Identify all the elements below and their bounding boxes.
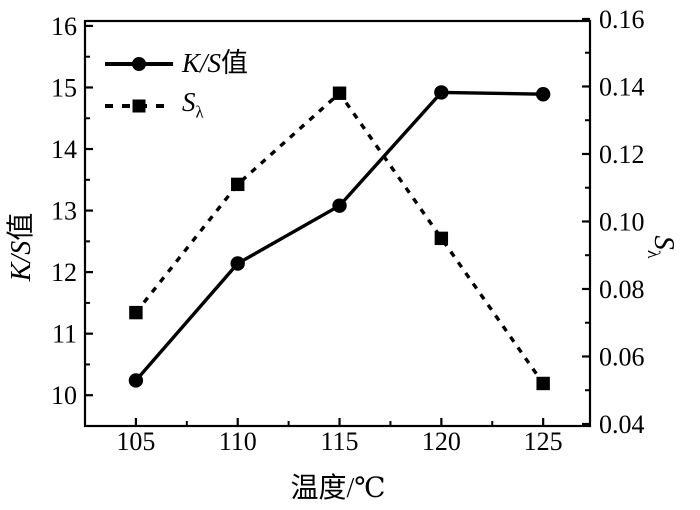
data-point-circle — [128, 373, 144, 388]
data-point-circle — [332, 198, 347, 213]
left-tick-label: 10 — [51, 381, 77, 410]
legend-label-ks-cjk: 值 — [221, 48, 249, 78]
plot-frame — [83, 19, 592, 428]
left-tick-label: 11 — [52, 320, 77, 349]
data-point-square — [536, 376, 550, 391]
data-point-circle — [434, 85, 449, 100]
x-tick-label: 110 — [219, 427, 257, 456]
left-axis-title: K/S值 — [4, 136, 40, 358]
legend-solid-line-circle-icon — [105, 56, 173, 71]
right-tick-label: 0.12 — [599, 140, 645, 169]
data-point-square — [129, 305, 143, 320]
legend-label-ks-italic: K/S — [182, 48, 222, 78]
x-tick-label: 120 — [422, 427, 461, 456]
right-axis-title-sub: λ — [644, 249, 665, 259]
left-tick-label: 16 — [51, 12, 77, 41]
legend-label-ks: K/S值 — [182, 50, 248, 77]
series-line-dashed — [134, 91, 545, 385]
x-tick-label: 105 — [116, 427, 155, 456]
left-axis-title-cjk: 值 — [6, 212, 37, 241]
x-tick-label: 115 — [321, 427, 359, 456]
legend: K/S值 Sλ — [104, 47, 248, 122]
right-tick-label: 0.06 — [599, 342, 645, 371]
x-axis-title: 温度/℃ — [290, 473, 386, 504]
data-point-square — [434, 231, 449, 246]
series-line-solid — [134, 90, 544, 382]
data-point-circle — [535, 87, 551, 102]
x-tick-label: 125 — [524, 427, 563, 456]
legend-item-ks: K/S值 — [104, 47, 248, 80]
data-point-square — [332, 86, 347, 100]
legend-dashed-line-square-icon — [105, 99, 173, 112]
data-point-circle — [230, 256, 245, 271]
legend-label-slambda: Sλ — [182, 89, 204, 121]
left-axis-title-italic: K/S — [6, 240, 37, 282]
right-axis-title: Sλ — [644, 187, 684, 307]
right-tick-label: 0.04 — [599, 410, 645, 439]
right-tick-label: 0.14 — [599, 72, 645, 101]
right-tick-label: 0.08 — [599, 275, 645, 304]
legend-label-slambda-main: S — [182, 87, 196, 118]
legend-label-slambda-sub: λ — [195, 102, 204, 122]
left-tick-label: 15 — [51, 73, 77, 102]
left-tick-label: 14 — [51, 135, 77, 164]
legend-item-slambda: Sλ — [104, 89, 248, 122]
right-axis-title-main: S — [648, 235, 680, 250]
data-point-square — [231, 177, 245, 192]
right-tick-label: 0.16 — [599, 5, 645, 34]
left-tick-label: 12 — [51, 258, 77, 287]
right-tick-label: 0.10 — [599, 207, 645, 236]
left-tick-label: 13 — [51, 197, 77, 226]
